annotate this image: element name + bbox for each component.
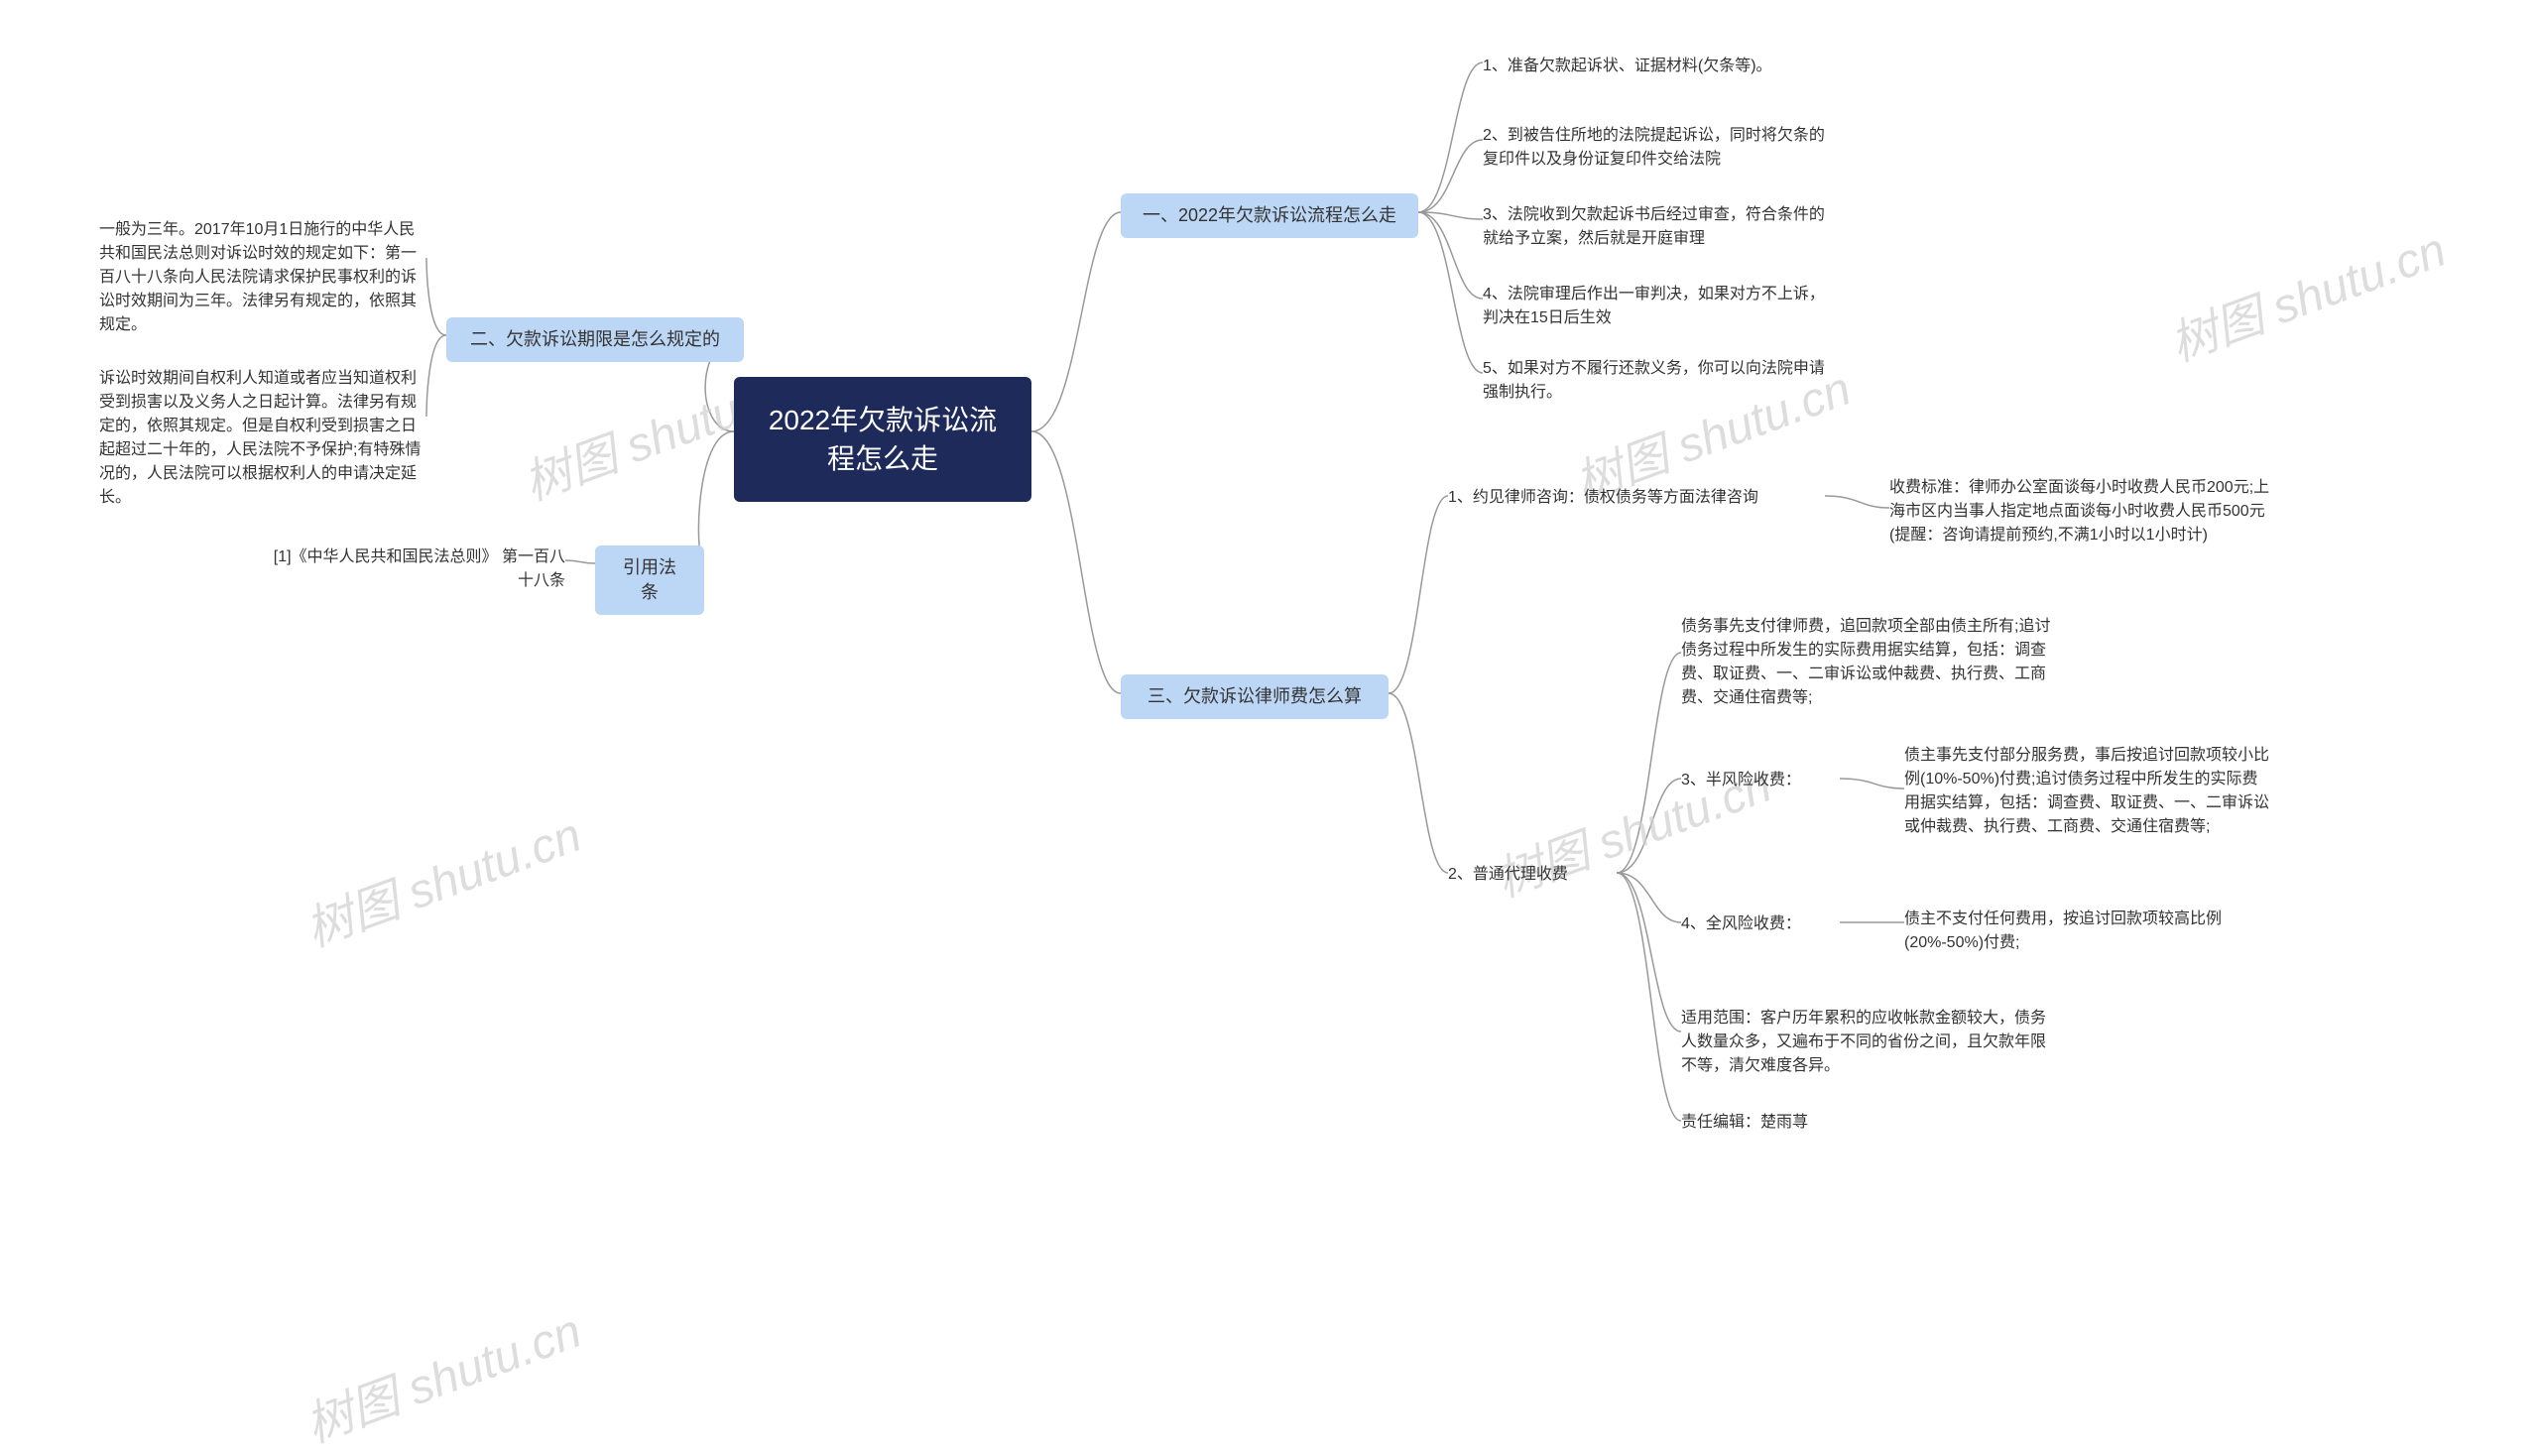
b3-c2-e: 责任编辑：楚雨荨	[1681, 1111, 1879, 1135]
branch-3-label: 三、欠款诉讼律师费怎么算	[1148, 684, 1362, 709]
b1-step5: 5、如果对方不履行还款义务，你可以向法院申请强制执行。	[1483, 357, 1840, 405]
b3-c1: 1、约见律师咨询：债权债务等方面法律咨询	[1448, 486, 1825, 510]
root-node[interactable]: 2022年欠款诉讼流程怎么走	[734, 377, 1031, 502]
b3-c1-fee: 收费标准：律师办公室面谈每小时收费人民币200元;上海市区内当事人指定地点面谈每…	[1889, 476, 2276, 547]
branch-2-label: 二、欠款诉讼期限是怎么规定的	[470, 327, 720, 352]
b1-step3: 3、法院收到欠款起诉书后经过审查，符合条件的就给予立案，然后就是开庭审理	[1483, 203, 1840, 251]
branch-cite[interactable]: 引用法条	[595, 546, 704, 615]
b2-c1: 一般为三年。2017年10月1日施行的中华人民共和国民法总则对诉讼时效的规定如下…	[99, 218, 426, 337]
b3-c2-d: 适用范围：客户历年累积的应收帐款金额较大，债务人数量众多，又遍布于不同的省份之间…	[1681, 1007, 2058, 1078]
b3-c2-c: 4、全风险收费：	[1681, 912, 1840, 936]
b3-c2-a: 债务事先支付律师费，追回款项全部由债主所有;追讨债务过程中所发生的实际费用据实结…	[1681, 615, 2058, 710]
b2-c2: 诉讼时效期间自权利人知道或者应当知道权利受到损害以及义务人之日起计算。法律另有规…	[99, 367, 426, 510]
branch-1-label: 一、2022年欠款诉讼流程怎么走	[1143, 203, 1396, 228]
b3-c2-c-detail: 债主不支付任何费用，按追讨回款项较高比例(20%-50%)付费;	[1904, 908, 2271, 955]
b3-c2-b-detail: 债主事先支付部分服务费，事后按追讨回款项较小比例(10%-50%)付费;追讨债务…	[1904, 744, 2271, 839]
b1-step4: 4、法院审理后作出一审判决，如果对方不上诉，判决在15日后生效	[1483, 283, 1840, 330]
watermark: 树图 shutu.cn	[2159, 210, 2454, 374]
b3-c2: 2、普通代理收费	[1448, 863, 1617, 887]
branch-3[interactable]: 三、欠款诉讼律师费怎么算	[1121, 674, 1389, 719]
branch-cite-label: 引用法条	[615, 555, 684, 605]
root-label: 2022年欠款诉讼流程怎么走	[762, 401, 1004, 478]
branch-1[interactable]: 一、2022年欠款诉讼流程怎么走	[1121, 193, 1418, 238]
b3-c2-b: 3、半风险收费：	[1681, 769, 1840, 792]
b1-step2: 2、到被告住所地的法院提起诉讼，同时将欠条的复印件以及身份证复印件交给法院	[1483, 124, 1840, 172]
cite-c1: [1]《中华人民共和国民法总则》 第一百八十八条	[258, 546, 565, 593]
b1-step1: 1、准备欠款起诉状、证据材料(欠条等)。	[1483, 55, 1840, 78]
watermark: 树图 shutu.cn	[295, 795, 589, 959]
watermark: 树图 shutu.cn	[295, 1291, 589, 1455]
branch-2[interactable]: 二、欠款诉讼期限是怎么规定的	[446, 317, 744, 362]
